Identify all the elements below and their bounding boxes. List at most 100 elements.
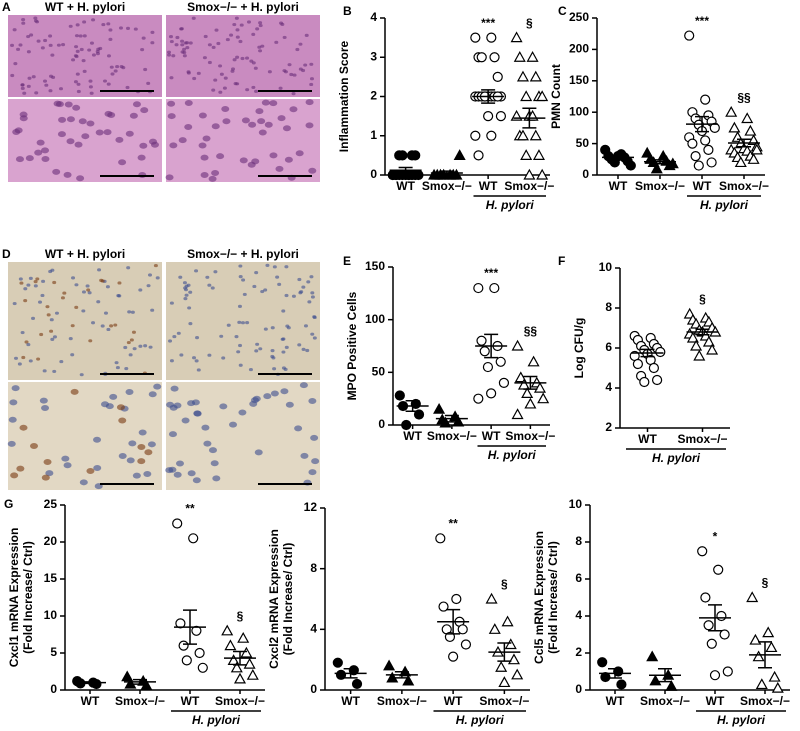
cell-nucleus [140,47,145,52]
data-point [413,409,425,420]
data-point [448,651,459,662]
cell-nucleus [230,69,235,73]
cell-nucleus [41,474,50,481]
cell-nucleus [218,64,223,68]
cell-nucleus [116,294,121,298]
significance-mark: * [713,529,718,543]
cell-nucleus [263,393,272,400]
cell-nucleus [38,300,43,304]
cell-nucleus [301,347,306,351]
cell-nucleus [39,332,44,337]
cell-nucleus [305,348,310,353]
cell-nucleus [8,416,17,423]
cell-nucleus [124,366,129,371]
cell-nucleus [179,353,184,357]
x-tick-label: WT [638,432,657,446]
y-tick-label: 2 [370,89,377,103]
cell-nucleus [11,385,20,392]
data-point [498,377,510,388]
data-point [450,168,463,180]
cell-nucleus [238,264,243,268]
cell-nucleus [169,76,174,80]
histology-image [166,99,320,182]
data-point [616,679,627,690]
cell-nucleus [126,266,131,270]
y-axis-label: Log CFU/g [572,318,586,379]
cell-nucleus [196,368,201,372]
data-point [650,162,663,174]
y-tick-label: 20 [44,534,58,548]
data-point [488,623,501,634]
cell-nucleus [34,91,39,95]
cell-nucleus [235,35,240,39]
data-point [410,150,421,161]
cell-nucleus [275,275,280,279]
data-point [709,670,721,681]
y-tick-label: 15 [44,571,58,585]
cell-nucleus [50,268,55,272]
data-point [476,335,487,346]
significance-mark: § [699,292,706,306]
cell-nucleus [16,47,21,51]
cell-nucleus [78,34,83,38]
data-point [747,153,760,164]
x-tick-label: WT [403,429,422,443]
data-point [690,339,703,351]
cell-nucleus [210,286,215,290]
cell-nucleus [79,479,88,486]
x-tick-label: Smox−/− [215,694,265,708]
x-tick-label: Smox−/− [479,694,529,708]
y-tick-label: 4 [310,622,317,636]
cell-nucleus [75,23,80,27]
cell-nucleus [150,41,155,45]
cell-nucleus [91,321,96,325]
cell-nucleus [71,58,76,62]
cell-nucleus [309,82,314,87]
cell-nucleus [126,340,131,345]
cell-nucleus [165,174,174,181]
cell-nucleus [89,41,94,45]
cell-nucleus [175,460,184,467]
x-tick-label: WT [693,179,712,193]
cell-nucleus [15,156,24,163]
cell-nucleus [103,311,108,315]
x-tick-label: Smox−/− [740,694,790,708]
data-point [529,129,542,141]
cell-nucleus [118,452,127,459]
cell-nucleus [226,323,231,327]
cell-nucleus [28,359,33,363]
cell-nucleus [245,320,250,325]
error-bar [497,642,512,662]
cell-nucleus [225,37,230,42]
cell-nucleus [70,324,75,328]
x-tick-label: WT [341,694,360,708]
histology-image [166,15,320,97]
error-bar [481,89,496,104]
cell-nucleus [234,335,239,339]
cell-nucleus [264,121,273,128]
y-tick-label: 12 [304,500,318,514]
cell-nucleus [207,43,212,47]
cell-nucleus [216,153,225,160]
x-tick-label: Smox−/− [635,179,685,193]
x-tick-label: Smox−/− [115,694,165,708]
cell-nucleus [143,470,152,477]
cell-nucleus [192,76,197,81]
cell-nucleus [58,116,67,123]
cell-nucleus [241,278,246,282]
y-axis-label: (Fold Increase/ Ctrl) [281,543,295,656]
data-point [746,591,759,603]
cell-nucleus [306,280,311,284]
cell-nucleus [223,76,228,80]
cell-nucleus [309,62,314,66]
data-point [648,362,660,374]
cell-nucleus [182,281,187,285]
cell-nucleus [52,369,57,374]
y-tick-label: 2 [575,645,582,659]
cell-nucleus [182,47,187,51]
data-point [529,70,542,82]
y-tick-label: 3 [370,49,377,63]
data-point [734,156,747,168]
y-axis-label: MPO Positive Cells [345,291,359,400]
y-tick-label: 50 [576,136,590,150]
